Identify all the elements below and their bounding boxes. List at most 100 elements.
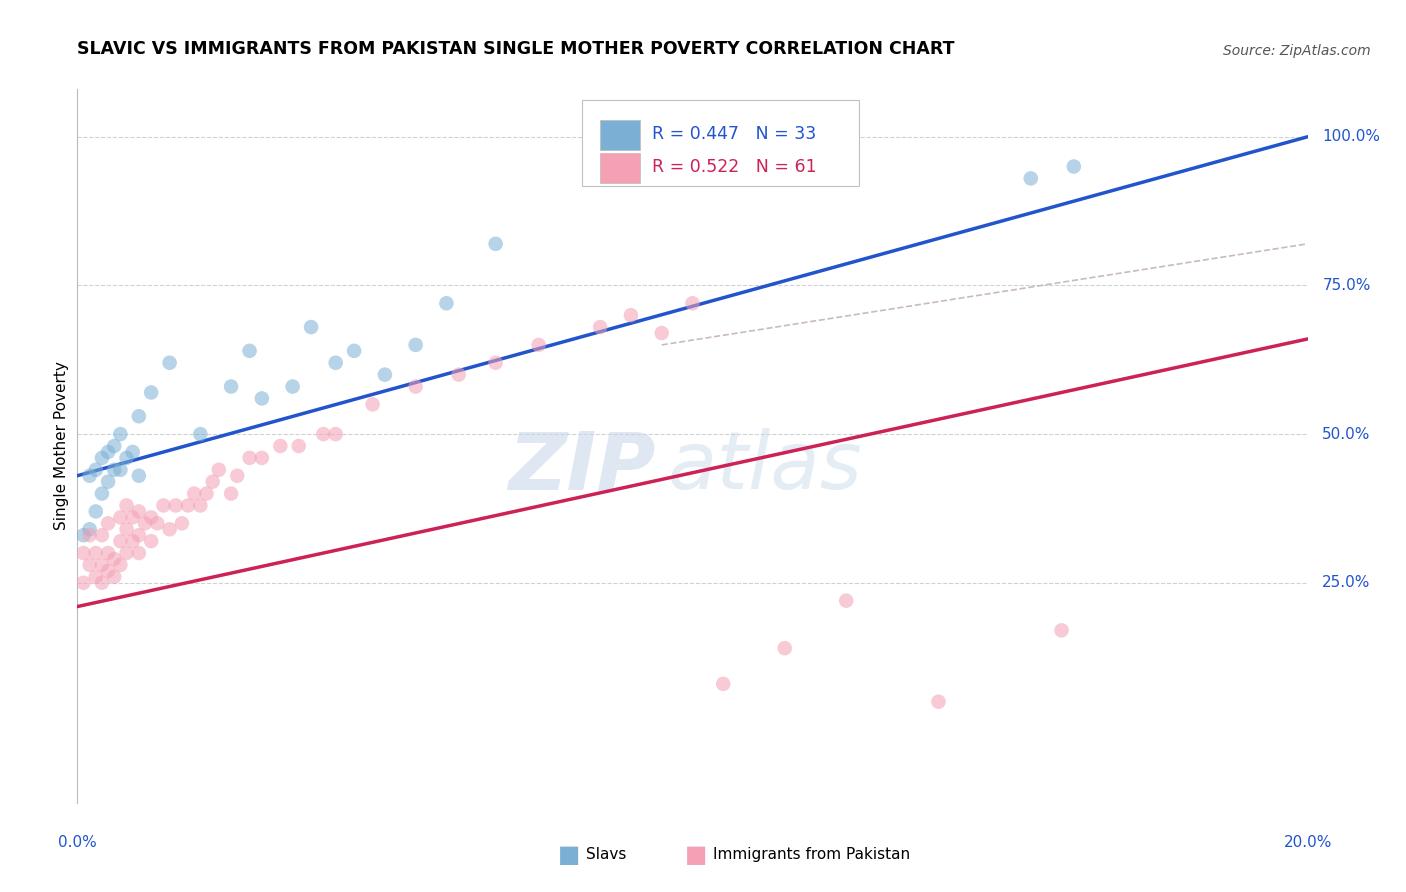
Text: R = 0.522   N = 61: R = 0.522 N = 61 bbox=[652, 158, 817, 176]
Point bbox=[239, 450, 262, 465]
Point bbox=[485, 356, 508, 370]
Point bbox=[72, 546, 94, 560]
Text: 75.0%: 75.0% bbox=[1323, 278, 1371, 293]
Point bbox=[97, 546, 120, 560]
Text: 100.0%: 100.0% bbox=[1323, 129, 1381, 145]
Text: 50.0%: 50.0% bbox=[1323, 426, 1371, 442]
Point bbox=[436, 296, 458, 310]
Point bbox=[141, 534, 163, 549]
Point bbox=[97, 475, 120, 489]
Point bbox=[485, 236, 508, 251]
Point bbox=[165, 499, 187, 513]
Point bbox=[188, 427, 212, 442]
Point bbox=[269, 439, 291, 453]
Point bbox=[343, 343, 366, 358]
Point bbox=[250, 450, 273, 465]
Text: Immigrants from Pakistan: Immigrants from Pakistan bbox=[713, 847, 910, 862]
Point bbox=[115, 522, 138, 536]
Point bbox=[527, 338, 550, 352]
FancyBboxPatch shape bbox=[582, 100, 859, 186]
Point bbox=[90, 528, 114, 542]
Point bbox=[281, 379, 304, 393]
Point bbox=[103, 463, 125, 477]
Point bbox=[361, 397, 384, 411]
Point bbox=[208, 463, 231, 477]
Text: ■: ■ bbox=[558, 843, 581, 866]
Point bbox=[79, 468, 101, 483]
Point bbox=[79, 558, 101, 572]
Point bbox=[219, 379, 242, 393]
Point bbox=[72, 528, 94, 542]
Y-axis label: Single Mother Poverty: Single Mother Poverty bbox=[53, 361, 69, 531]
Point bbox=[79, 522, 101, 536]
Point bbox=[103, 439, 125, 453]
Point bbox=[110, 427, 132, 442]
Point bbox=[239, 343, 262, 358]
Point bbox=[115, 546, 138, 560]
Text: R = 0.447   N = 33: R = 0.447 N = 33 bbox=[652, 125, 815, 143]
Point bbox=[128, 409, 150, 424]
Point bbox=[84, 570, 107, 584]
Point bbox=[183, 486, 205, 500]
Point bbox=[589, 320, 612, 334]
Point bbox=[928, 695, 950, 709]
Point bbox=[128, 528, 150, 542]
Point bbox=[90, 486, 114, 500]
Point bbox=[141, 385, 163, 400]
Bar bbox=[600, 120, 640, 150]
Point bbox=[97, 516, 120, 531]
Point bbox=[620, 308, 643, 322]
Point bbox=[159, 356, 181, 370]
Point bbox=[188, 499, 212, 513]
Point bbox=[299, 320, 322, 334]
Point bbox=[170, 516, 193, 531]
Point bbox=[219, 486, 242, 500]
Text: 20.0%: 20.0% bbox=[1284, 835, 1331, 850]
Point bbox=[773, 641, 796, 656]
Point bbox=[1063, 160, 1085, 174]
Point bbox=[201, 475, 224, 489]
Point bbox=[90, 575, 114, 590]
Point bbox=[325, 356, 347, 370]
Point bbox=[325, 427, 347, 442]
Point bbox=[682, 296, 704, 310]
Point bbox=[141, 510, 163, 524]
Point bbox=[128, 546, 150, 560]
Point bbox=[405, 379, 427, 393]
Point bbox=[84, 463, 107, 477]
Text: ■: ■ bbox=[685, 843, 707, 866]
Point bbox=[1019, 171, 1042, 186]
Point bbox=[312, 427, 335, 442]
Point bbox=[250, 392, 273, 406]
Point bbox=[134, 516, 156, 531]
Point bbox=[90, 450, 114, 465]
Point bbox=[115, 450, 138, 465]
Point bbox=[115, 499, 138, 513]
Point bbox=[177, 499, 200, 513]
Point bbox=[152, 499, 174, 513]
Text: Source: ZipAtlas.com: Source: ZipAtlas.com bbox=[1223, 44, 1371, 58]
Point bbox=[146, 516, 169, 531]
Point bbox=[110, 534, 132, 549]
Text: 0.0%: 0.0% bbox=[58, 835, 97, 850]
Point bbox=[128, 504, 150, 518]
Point bbox=[90, 558, 114, 572]
Point bbox=[195, 486, 218, 500]
Point bbox=[226, 468, 249, 483]
Point bbox=[121, 445, 143, 459]
Point bbox=[97, 445, 120, 459]
Point bbox=[159, 522, 181, 536]
Text: 25.0%: 25.0% bbox=[1323, 575, 1371, 591]
Text: SLAVIC VS IMMIGRANTS FROM PAKISTAN SINGLE MOTHER POVERTY CORRELATION CHART: SLAVIC VS IMMIGRANTS FROM PAKISTAN SINGL… bbox=[77, 40, 955, 58]
Bar bbox=[600, 153, 640, 183]
Point bbox=[79, 528, 101, 542]
Point bbox=[121, 510, 143, 524]
Point bbox=[128, 468, 150, 483]
Point bbox=[405, 338, 427, 352]
Point bbox=[121, 534, 143, 549]
Point bbox=[711, 677, 734, 691]
Point bbox=[103, 570, 125, 584]
Text: Slavs: Slavs bbox=[586, 847, 627, 862]
Point bbox=[110, 463, 132, 477]
Point bbox=[447, 368, 470, 382]
